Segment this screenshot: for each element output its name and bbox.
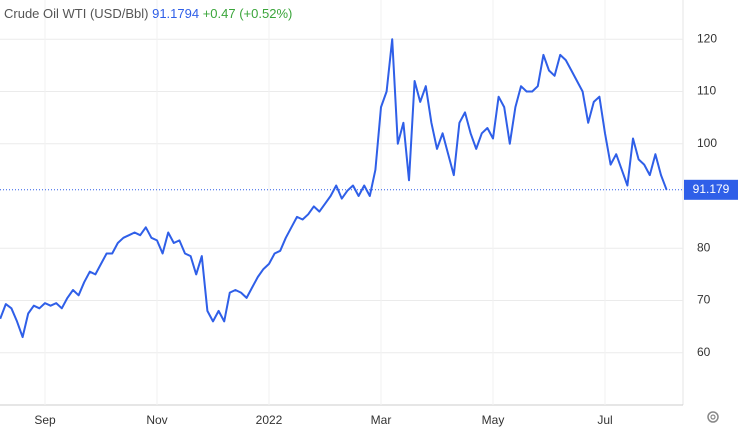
title: Crude Oil WTI (USD/Bbl) <box>4 6 149 21</box>
settings-icon[interactable] <box>707 411 719 423</box>
change: +0.47 (+0.52%) <box>202 6 293 21</box>
last-price-label: 91.179 <box>693 182 730 196</box>
x-tick-label: Sep <box>34 413 56 427</box>
x-tick-label: Jul <box>597 413 612 427</box>
x-tick-label: May <box>482 413 505 427</box>
x-tick-label: Mar <box>371 413 392 427</box>
x-tick-label: 2022 <box>256 413 283 427</box>
last-price-box <box>684 179 738 200</box>
y-tick-label: 110 <box>697 84 716 98</box>
gear-center <box>710 414 716 420</box>
y-tick-label: 120 <box>697 31 717 45</box>
last-price: 91.1794 <box>152 6 200 21</box>
y-tick-label: 100 <box>697 136 717 150</box>
x-tick-label: Nov <box>146 413 167 427</box>
y-tick-label: 80 <box>697 240 711 254</box>
gear <box>707 411 719 423</box>
price-line <box>0 38 668 339</box>
header: Crude Oil WTI (USD/Bbl) 91.1794 +0.47 (+… <box>4 6 292 21</box>
y-tick-label: 60 <box>697 345 711 359</box>
y-tick-label: 70 <box>697 293 711 307</box>
